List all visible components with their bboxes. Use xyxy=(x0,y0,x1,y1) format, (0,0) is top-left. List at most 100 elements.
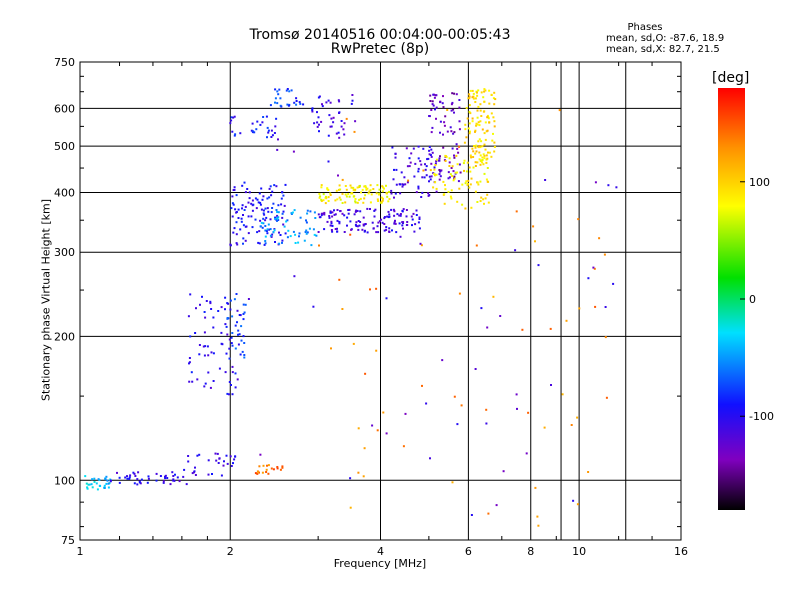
data-point xyxy=(428,146,431,148)
data-point xyxy=(294,233,297,236)
data-point xyxy=(344,201,347,204)
data-point xyxy=(425,165,428,168)
data-point xyxy=(281,216,284,219)
data-point xyxy=(96,488,99,491)
data-point xyxy=(259,123,262,126)
data-point xyxy=(276,219,278,222)
data-point xyxy=(378,193,380,196)
data-point xyxy=(93,477,96,480)
data-point xyxy=(132,471,135,474)
data-point xyxy=(93,480,96,483)
data-point xyxy=(275,185,278,188)
data-point xyxy=(265,115,268,118)
data-point xyxy=(236,378,239,381)
data-point xyxy=(182,475,185,478)
data-point xyxy=(178,480,181,483)
data-point xyxy=(369,208,371,210)
data-point xyxy=(195,307,197,310)
data-point xyxy=(476,201,479,203)
data-point xyxy=(203,331,206,334)
data-point xyxy=(354,201,357,204)
data-point xyxy=(271,233,274,236)
data-point xyxy=(429,94,432,97)
data-point xyxy=(456,163,459,166)
data-point xyxy=(456,423,459,426)
data-point xyxy=(331,224,334,227)
data-point xyxy=(352,342,355,345)
data-point xyxy=(250,129,253,132)
data-point xyxy=(429,154,432,156)
data-point xyxy=(450,197,453,200)
data-point xyxy=(173,479,176,482)
data-point xyxy=(259,203,262,206)
data-point xyxy=(457,151,460,154)
data-point xyxy=(171,471,174,474)
data-point xyxy=(468,122,471,125)
data-point xyxy=(370,193,373,196)
data-point xyxy=(262,217,265,220)
data-point xyxy=(453,395,456,398)
data-point xyxy=(260,221,263,224)
data-point xyxy=(480,140,483,143)
data-point xyxy=(277,216,280,219)
data-point xyxy=(230,116,233,119)
data-point xyxy=(483,172,486,175)
data-point xyxy=(594,181,597,184)
data-point xyxy=(409,161,412,164)
data-point xyxy=(485,154,488,157)
data-point xyxy=(382,197,384,200)
data-point xyxy=(276,102,279,105)
data-point xyxy=(224,308,226,311)
data-point xyxy=(406,224,409,226)
data-point xyxy=(243,181,246,184)
data-point xyxy=(479,109,482,112)
data-point xyxy=(224,296,227,299)
data-point xyxy=(338,112,340,114)
data-point xyxy=(439,170,442,173)
data-point xyxy=(343,133,346,136)
data-point xyxy=(405,147,408,150)
data-point xyxy=(329,101,332,104)
data-point xyxy=(388,230,391,233)
x-tick-label-6: 6 xyxy=(465,545,472,558)
data-point xyxy=(615,186,618,189)
data-point xyxy=(281,239,284,242)
data-point xyxy=(238,333,241,336)
data-point xyxy=(327,99,330,102)
data-point xyxy=(286,236,289,239)
data-point xyxy=(388,227,391,230)
colorbar-unit-label: [deg] xyxy=(712,70,750,86)
data-point xyxy=(98,479,101,481)
data-point xyxy=(421,191,424,194)
data-point xyxy=(314,217,317,219)
data-point xyxy=(431,151,434,154)
data-point xyxy=(198,453,201,456)
data-point xyxy=(435,190,438,193)
data-point xyxy=(320,184,323,187)
data-point xyxy=(469,183,472,186)
data-point xyxy=(321,212,324,215)
data-point xyxy=(463,159,466,162)
data-point xyxy=(605,396,608,399)
data-point xyxy=(430,131,433,134)
data-point xyxy=(242,224,245,227)
data-point xyxy=(331,230,334,233)
data-point xyxy=(369,189,372,192)
data-point xyxy=(570,424,573,426)
data-point xyxy=(321,105,324,108)
data-point xyxy=(369,201,372,204)
data-point xyxy=(341,192,344,195)
colorbar-tick-label: 100 xyxy=(749,176,770,189)
data-point xyxy=(484,148,487,151)
data-point xyxy=(265,230,268,232)
data-point xyxy=(225,352,228,355)
data-point xyxy=(328,114,331,117)
data-point xyxy=(448,161,451,164)
data-point xyxy=(417,185,420,188)
data-point xyxy=(453,111,455,114)
data-point xyxy=(455,154,458,157)
data-point xyxy=(361,228,364,231)
data-point xyxy=(478,145,481,147)
data-point xyxy=(248,191,251,194)
data-point xyxy=(295,103,298,106)
